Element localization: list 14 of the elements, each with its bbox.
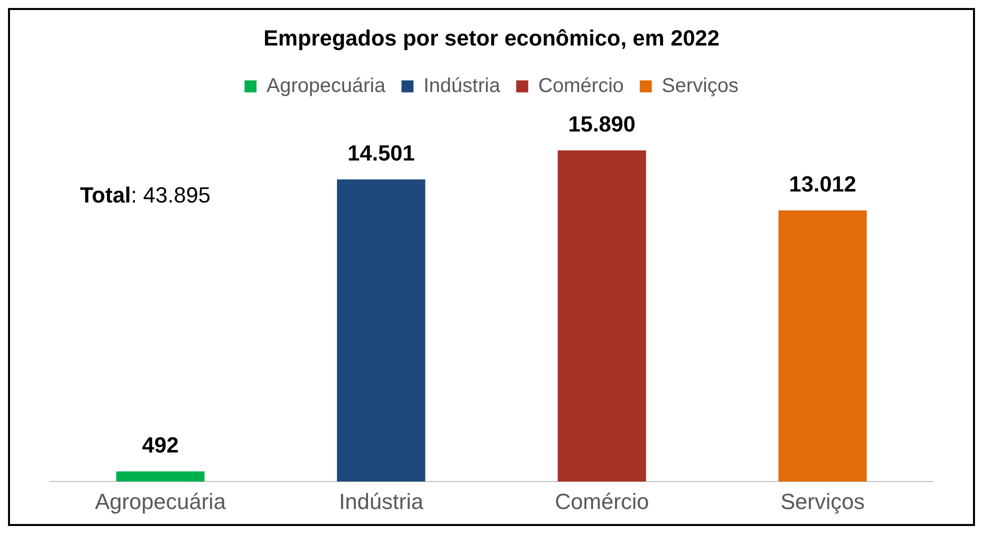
x-tick-label: Indústria bbox=[338, 488, 424, 514]
legend-label: Indústria bbox=[423, 74, 502, 97]
data-label: 13.012 bbox=[788, 171, 856, 196]
x-tick-label: Agropecuária bbox=[94, 488, 227, 514]
legend-label: Serviços bbox=[662, 74, 738, 97]
data-label: 14.501 bbox=[347, 140, 415, 166]
x-tick-label: Serviços bbox=[780, 488, 865, 514]
legend-label: Agropecuária bbox=[266, 74, 386, 97]
annotation: Total: 43.895 bbox=[80, 182, 210, 208]
legend-label: Comércio bbox=[538, 74, 624, 97]
data-label: 15.890 bbox=[568, 111, 636, 136]
data-label: 492 bbox=[142, 432, 179, 458]
chart-title: Empregados por setor econômico, em 2022 bbox=[263, 25, 720, 50]
x-tick-label: Comércio bbox=[554, 488, 649, 514]
